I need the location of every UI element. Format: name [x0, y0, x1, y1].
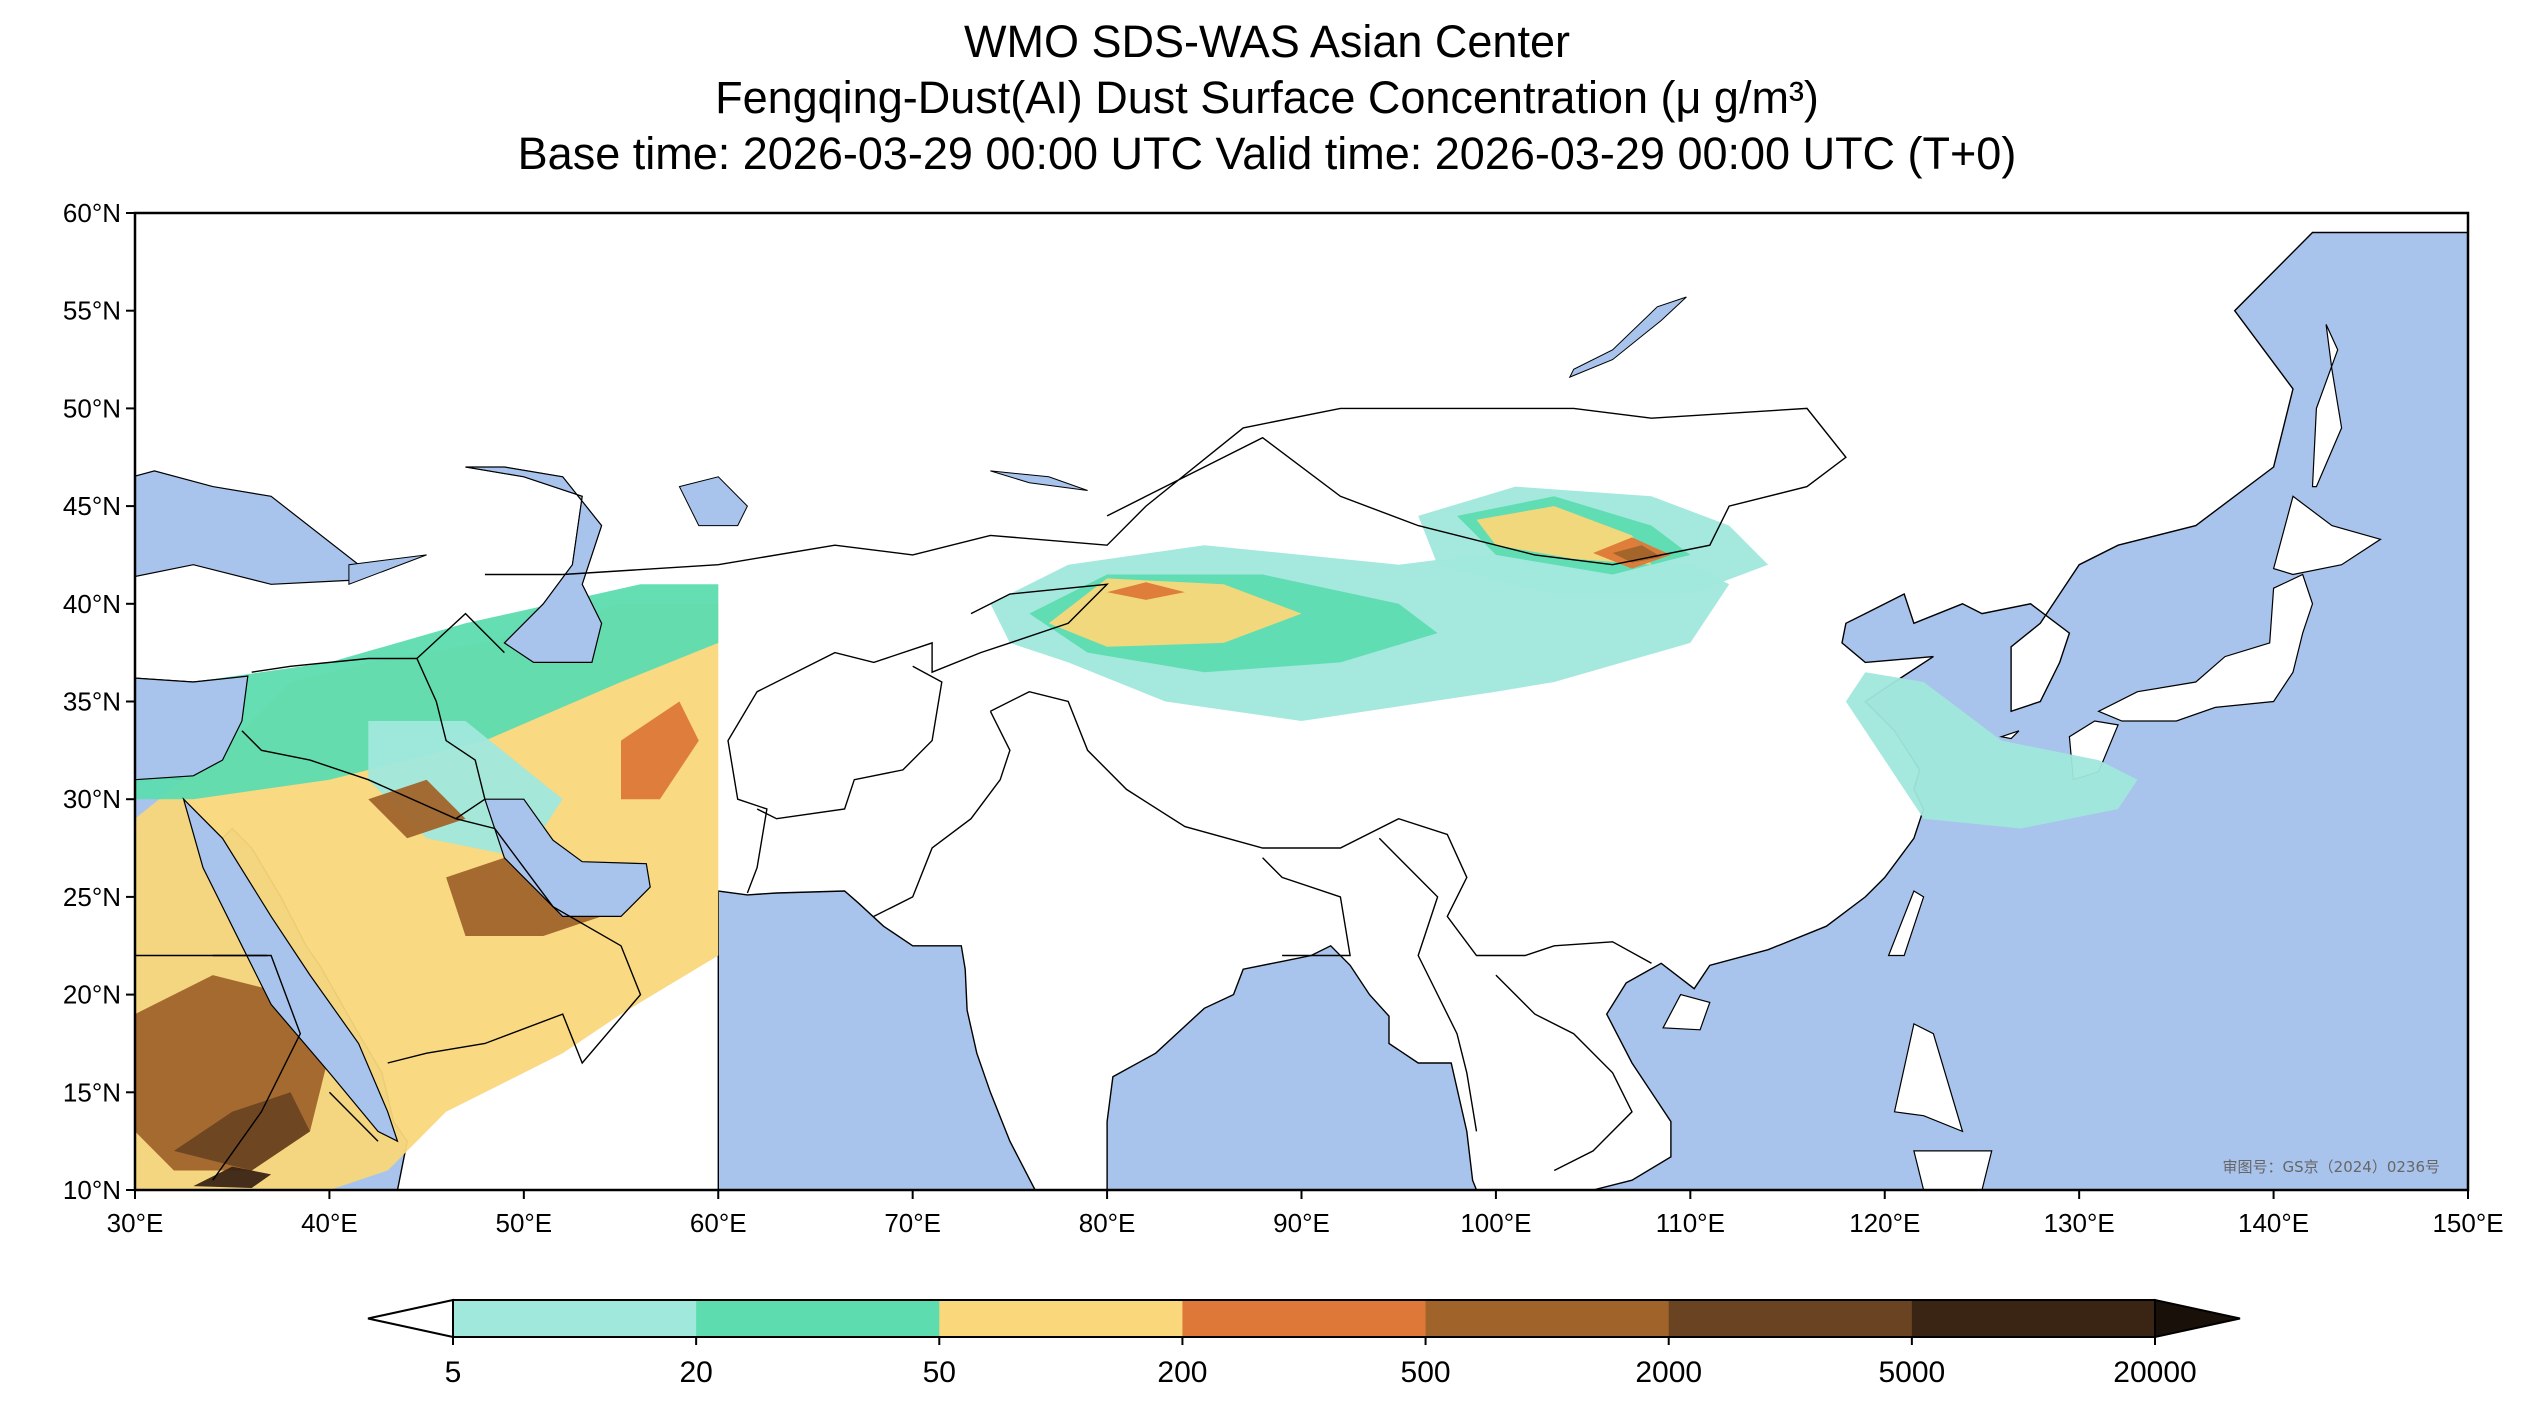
- dust-layer: [135, 466, 2138, 1190]
- colorbar-tick-label: 5: [445, 1356, 462, 1389]
- lat-tick-label: 20°N: [63, 980, 121, 1010]
- border-line-6: [1262, 857, 1351, 957]
- dust-sudan-extreme: [193, 1166, 272, 1188]
- island-0: [1887, 890, 1925, 957]
- dust-gobi-core: [1612, 545, 1662, 563]
- colorbar-segment: [696, 1300, 940, 1337]
- border-line-8: [1495, 974, 1633, 1172]
- sea-overlay-0: [484, 798, 651, 918]
- border-line-3: [990, 690, 1652, 964]
- island-8: [1913, 1150, 1993, 1190]
- colorbar-tick-label: 2000: [1635, 1356, 1702, 1389]
- border-line-14: [328, 1091, 379, 1142]
- border-line-2: [727, 583, 1109, 894]
- dust-taklimakan-orange: [1107, 582, 1185, 600]
- dust-taklimakan-high: [1048, 578, 1302, 647]
- lon-tick-label: 120°E: [1849, 1208, 1920, 1238]
- axis-ticks: 30°E 40°E 50°E 60°E 70°E 80°E 90°E 100°E 110°E 12…: [63, 198, 2504, 1238]
- border-line-4: [756, 665, 943, 820]
- sea-overlay-2: [135, 675, 249, 781]
- lat-tick-label: 55°N: [63, 296, 121, 326]
- dust-arabia-heavy-iran: [621, 701, 699, 800]
- lon-tick-label: 150°E: [2432, 1208, 2503, 1238]
- colorbar-over-arrow: [2154, 1298, 2241, 1339]
- lon-tick-label: 80°E: [1079, 1208, 1136, 1238]
- lon-tick-label: 130°E: [2044, 1208, 2115, 1238]
- border-line-5: [873, 710, 1011, 918]
- lon-tick-label: 140°E: [2238, 1208, 2309, 1238]
- colorbar: 5 20 50 200 500 2000 5000 20000: [367, 1298, 2241, 1389]
- colorbar-tick-label: 5000: [1878, 1356, 1945, 1389]
- dust-east-china-sea-plume: [1845, 672, 2138, 829]
- border-line-11: [387, 818, 642, 1065]
- lat-tick-label: 10°N: [63, 1175, 121, 1205]
- country-borders: [135, 407, 1847, 1181]
- island-7: [1893, 1023, 1964, 1133]
- lat-tick-label: 25°N: [63, 882, 121, 912]
- colorbar-segment: [453, 1300, 697, 1337]
- lake-1: [678, 476, 749, 527]
- colorbar-segment: [1668, 1300, 1913, 1337]
- lon-tick-label: 110°E: [1656, 1208, 1725, 1238]
- sea-overlay-3: [465, 466, 603, 664]
- lon-tick-label: 30°E: [107, 1208, 164, 1238]
- lon-tick-label: 70°E: [884, 1208, 941, 1238]
- lat-tick-label: 40°N: [63, 589, 121, 619]
- lat-tick-label: 50°N: [63, 393, 121, 423]
- border-line-9: [241, 657, 486, 820]
- lat-tick-label: 15°N: [63, 1077, 121, 1107]
- colorbar-tick-label: 500: [1401, 1356, 1451, 1389]
- colorbar-tick-label: 50: [923, 1356, 956, 1389]
- lake-3: [1568, 296, 1687, 379]
- title-line-2: Fengqing-Dust(AI) Dust Surface Concentra…: [715, 72, 1819, 123]
- colorbar-segment: [1425, 1300, 1670, 1337]
- border-line-10: [416, 612, 505, 660]
- border-line-0: [562, 407, 1847, 576]
- title-line-3: Base time: 2026-03-29 00:00 UTC Valid ti…: [517, 128, 2017, 179]
- colorbar-under-arrow: [367, 1298, 454, 1339]
- lat-tick-label: 30°N: [63, 784, 121, 814]
- approval-number: 审图号：GS京（2024）0236号: [2223, 1158, 2441, 1176]
- colorbar-tick-label: 20: [679, 1356, 712, 1389]
- lake-4: [348, 554, 427, 586]
- colorbar-tick-label: 20000: [2113, 1356, 2196, 1389]
- lon-tick-label: 60°E: [690, 1208, 747, 1238]
- dust-sudan-core: [173, 1092, 310, 1171]
- colorbar-tick-label: 200: [1157, 1356, 1207, 1389]
- border-line-7: [1378, 837, 1478, 1132]
- lon-tick-label: 40°E: [301, 1208, 358, 1238]
- island-1: [1662, 993, 1711, 1031]
- title-line-1: WMO SDS-WAS Asian Center: [964, 16, 1570, 67]
- colorbar-segment: [1182, 1300, 1427, 1337]
- colorbar-outline: [452, 1299, 2156, 1338]
- lon-tick-label: 100°E: [1460, 1208, 1531, 1238]
- colorbar-segment: [1911, 1300, 2156, 1337]
- lat-tick-label: 35°N: [63, 687, 121, 717]
- lon-tick-label: 50°E: [495, 1208, 552, 1238]
- colorbar-segment: [939, 1300, 1183, 1337]
- lake-2: [990, 470, 1088, 491]
- island-9: [1999, 730, 2020, 740]
- dust-arabia-heavy-nafud: [368, 779, 466, 839]
- lat-tick-label: 60°N: [63, 198, 121, 228]
- island-5: [2272, 495, 2382, 576]
- island-6: [2311, 324, 2343, 488]
- lat-tick-label: 45°N: [63, 491, 121, 521]
- island-4: [2097, 573, 2314, 722]
- title-block: WMO SDS-WAS Asian Center Fengqing-Dust(A…: [0, 14, 2534, 182]
- lon-tick-label: 90°E: [1273, 1208, 1330, 1238]
- sea-overlay-1: [182, 797, 399, 1143]
